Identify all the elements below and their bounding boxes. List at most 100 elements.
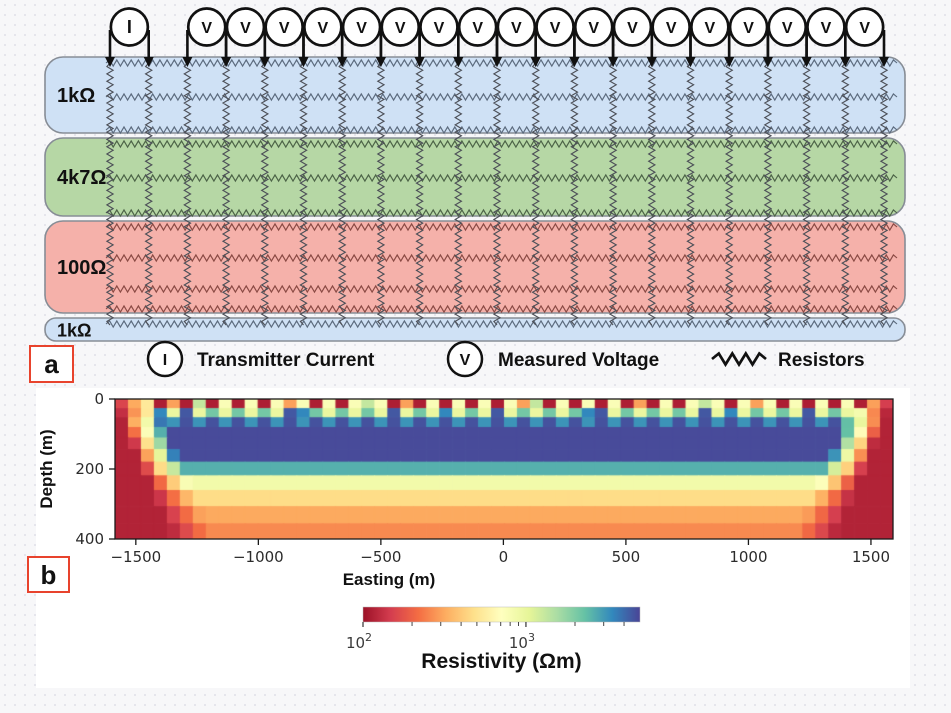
voltage-receiver-glyph: V [550,20,561,37]
voltage-receiver [225,7,266,47]
probe-arrowhead [453,57,464,67]
circle-current-icon-glyph: I [163,352,167,369]
x-tick-label: 500 [612,548,641,566]
resistor-column [260,62,270,326]
layer-resistance-label: 100Ω [57,257,106,279]
probe-arrowhead [608,57,619,67]
probe-arrowhead [879,57,889,67]
y-tick-label: 0 [94,390,104,408]
voltage-receiver-glyph: V [666,20,677,37]
x-tick-label: 1000 [729,548,767,566]
voltage-receiver-glyph: V [821,20,832,37]
circle-current-icon [146,340,184,378]
voltage-receiver [380,7,421,47]
voltage-receiver [612,7,653,47]
voltage-receiver [457,7,498,47]
y-tick-label: 200 [75,460,104,478]
voltage-receiver [535,7,575,47]
resistor-row [105,253,898,263]
transmitter-current-source-glyph: I [127,17,132,37]
colorbar-axis-label: Resistivity (Ωm) [421,650,581,673]
resistor-column [221,62,231,326]
voltage-receiver [186,7,227,47]
resistor-column [802,62,811,326]
voltage-receiver [303,7,343,47]
voltage-receiver-glyph: V [356,20,367,37]
probe-arrowhead [298,57,309,67]
resistor-row [105,125,898,135]
voltage-receiver-glyph: V [279,20,290,37]
resistor-column [608,62,618,326]
x-tick-label: 0 [499,548,509,566]
x-tick-label: −1500 [110,548,161,566]
voltage-receiver [573,7,614,47]
resistor-column [376,62,386,326]
resistor-column [841,62,850,326]
voltage-receiver [806,7,846,47]
probe-arrowhead [646,57,657,67]
voltage-receiver-glyph: V [434,20,445,37]
probe-arrowhead [337,57,348,67]
voltage-receiver [689,7,730,47]
resistor-row [105,284,898,294]
colorbar [362,606,641,623]
voltage-receiver-glyph: V [240,20,251,37]
resistor-column [531,62,540,326]
probe-arrowhead [492,57,502,67]
probe-arrowhead [840,57,851,67]
resistor-column [763,62,773,326]
voltage-receiver-glyph: V [472,20,483,37]
probe-arrowhead [414,57,425,67]
colorbar-tick-label: 103 [509,631,535,652]
voltage-receiver [496,7,537,47]
voltage-receiver [651,7,692,47]
resistor-column [415,62,424,326]
resistor-row [105,58,898,68]
voltage-receiver-glyph: V [627,20,638,37]
voltage-receiver-glyph: V [705,20,716,37]
circle-voltage-icon [446,340,484,378]
voltage-receiver-glyph: V [588,20,599,37]
layer-resistance-label: 1kΩ [57,321,91,341]
resistor-row [105,319,898,329]
probe-arrowhead [375,57,386,67]
plot-frame [114,398,894,540]
resistor-column [299,62,308,326]
probe-arrowhead [762,57,773,67]
voltage-receiver [728,7,769,47]
panel-a-label: a [29,345,74,383]
resistor-column [686,62,695,326]
probe-arrowhead [724,57,735,67]
probe-arrowhead [569,57,580,67]
resistor-column [105,62,115,326]
voltage-receiver-glyph: V [859,20,870,37]
resistor-column [144,62,153,326]
voltage-receiver [844,7,885,47]
resistor-column [337,62,347,326]
colorbar-tick-label: 102 [346,631,372,652]
x-tick-label: 1500 [852,548,890,566]
probe-arrowhead [143,57,154,67]
resistor-column [570,62,579,326]
probe-arrowhead [105,57,115,67]
probe-arrowhead [530,57,541,67]
y-axis-label: Depth (m) [37,429,56,508]
voltage-receiver-glyph: V [743,20,754,37]
layer-2 [44,220,906,314]
x-tick-label: −500 [360,548,401,566]
voltage-receiver [341,7,382,47]
resistor-row [105,139,898,149]
voltage-receiver-glyph: V [395,20,406,37]
voltage-receiver-glyph: V [511,20,522,37]
resistor-legend-icon [711,350,767,368]
resistor-column [454,62,463,326]
x-tick-label: −1000 [233,548,284,566]
legend-label: Resistors [778,350,865,371]
probe-arrowhead [182,57,193,67]
layer-resistance-label: 4k7Ω [57,167,106,189]
panel-b-label: b [27,556,70,593]
resistor-column [492,62,502,326]
resistor-row [105,304,898,314]
